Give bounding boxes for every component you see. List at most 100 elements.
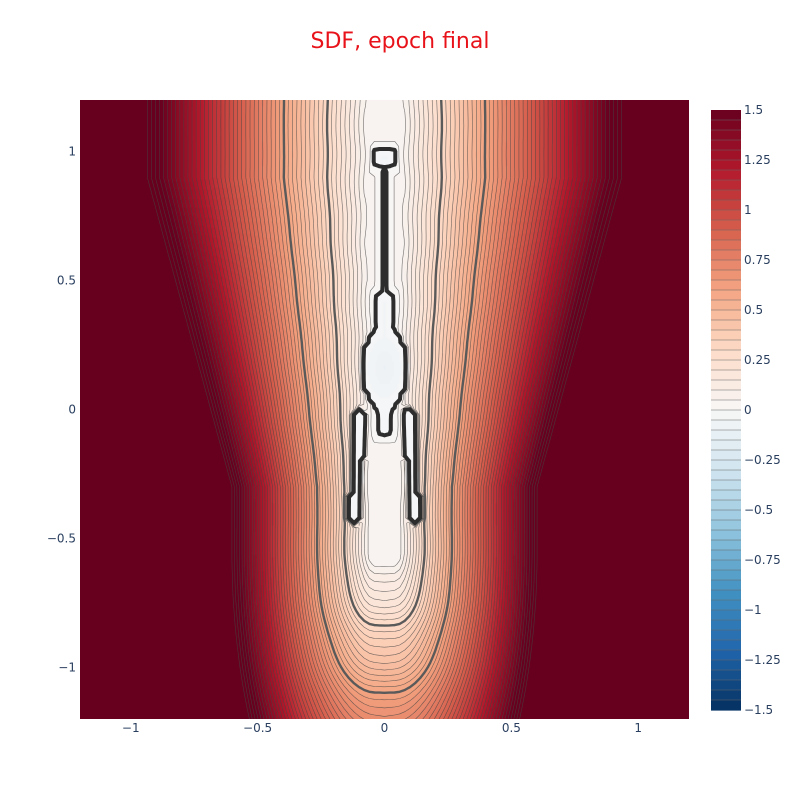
colorbar-band [711, 580, 741, 591]
colorbar-tick-label: −1.5 [744, 703, 773, 717]
colorbar-band [711, 310, 741, 321]
colorbar-band [711, 410, 741, 421]
colorbar-band [711, 680, 741, 691]
contour-line [279, 100, 490, 701]
colorbar-band [711, 270, 741, 281]
contour-line [155, 100, 614, 719]
level-contour [282, 100, 487, 694]
contour-line [258, 100, 511, 719]
zero-level-contour [346, 147, 423, 526]
contour-line [296, 100, 473, 677]
colorbar-band [711, 440, 741, 451]
colorbar-band [711, 450, 741, 461]
colorbar-band [711, 560, 741, 571]
contour-line [216, 100, 553, 719]
colorbar-band [711, 650, 741, 661]
colorbar-band [711, 490, 741, 501]
colorbar-tick-label: −0.25 [744, 453, 781, 467]
colorbar-tick-label: 1.5 [744, 103, 763, 117]
y-tick-label: 0.5 [57, 274, 76, 288]
contour-line [208, 100, 561, 719]
contour-line [147, 100, 622, 719]
contour-line [245, 100, 524, 719]
colorbar-band [711, 430, 741, 441]
level-contour [325, 100, 444, 627]
colorbar-band [711, 570, 741, 581]
contour-line [228, 100, 541, 719]
colorbar-tick-label: −1 [744, 603, 762, 617]
colorbar-band [711, 150, 741, 161]
x-tick-label: −1 [122, 721, 140, 735]
colorbar-tick-label: −0.75 [744, 553, 781, 567]
x-tick-label: 0 [381, 721, 389, 735]
colorbar-band [711, 240, 741, 251]
contour-line [224, 100, 545, 719]
colorbar-band [711, 530, 741, 541]
colorbar-band [711, 290, 741, 301]
colorbar-band [711, 350, 741, 361]
y-tick-label: −1 [58, 660, 76, 674]
colorbar-band [711, 110, 741, 121]
colorbar: 1.5 1.25 1 0.75 0.5 0.25 0 −0.25 −0.5 −0.75 −1 −1.2… [711, 103, 781, 717]
contour-line [266, 100, 503, 719]
colorbar-band [711, 630, 741, 641]
colorbar-band [711, 220, 741, 231]
contour-lines [147, 100, 622, 719]
contour-line [204, 100, 565, 719]
contour-line [212, 100, 557, 719]
contour-line [191, 100, 578, 719]
colorbar-band [711, 370, 741, 381]
colorbar-band [711, 610, 741, 621]
colorbar-band [711, 190, 741, 201]
contour-line [292, 100, 477, 682]
colorbar-band [711, 510, 741, 521]
colorbar-band [711, 400, 741, 411]
colorbar-band [711, 690, 741, 701]
contour-line [287, 100, 482, 688]
y-tick-label: 1 [68, 145, 76, 159]
colorbar-band [711, 500, 741, 511]
contour-line [253, 100, 516, 719]
colorbar-band [711, 180, 741, 191]
contour-line [171, 100, 598, 719]
contour-line [309, 100, 460, 657]
contour-line [163, 100, 606, 719]
y-axis: 1 0.5 0 −0.5 −1 [47, 145, 76, 675]
colorbar-band [711, 360, 741, 371]
contour-line [344, 100, 425, 601]
contour-line [167, 100, 602, 719]
chart-title: SDF, epoch final [311, 29, 490, 54]
colorbar-band [711, 460, 741, 471]
colorbar-tick-label: −0.5 [744, 503, 773, 517]
colorbar-band [711, 210, 741, 221]
colorbar-band [711, 340, 741, 351]
contour-line [187, 100, 582, 719]
contour-line [313, 100, 456, 648]
colorbar-band [711, 280, 741, 291]
colorbar-tick-label: 0 [744, 403, 752, 417]
contour-line [179, 100, 590, 719]
x-axis: −1 −0.5 0 0.5 1 [122, 721, 642, 735]
colorbar-band [711, 170, 741, 181]
colorbar-band [711, 670, 741, 681]
contour-line [199, 100, 570, 719]
contour-line [151, 100, 618, 719]
contour-line [275, 100, 494, 709]
contour-line [300, 100, 469, 671]
colorbar-band [711, 590, 741, 601]
colorbar-band [711, 140, 741, 151]
colorbar-band [711, 520, 741, 531]
contour-line [322, 100, 447, 633]
contour-line [270, 100, 499, 717]
colorbar-band [711, 470, 741, 481]
colorbar-band [711, 480, 741, 491]
contour-line [195, 100, 574, 719]
contour-line [262, 100, 507, 719]
colorbar-tick-label: 0.75 [744, 253, 771, 267]
colorbar-tick-label: 1.25 [744, 153, 771, 167]
contour-line [331, 100, 438, 621]
contour-line [183, 100, 586, 719]
x-tick-label: 1 [634, 721, 642, 735]
colorbar-band [711, 600, 741, 611]
